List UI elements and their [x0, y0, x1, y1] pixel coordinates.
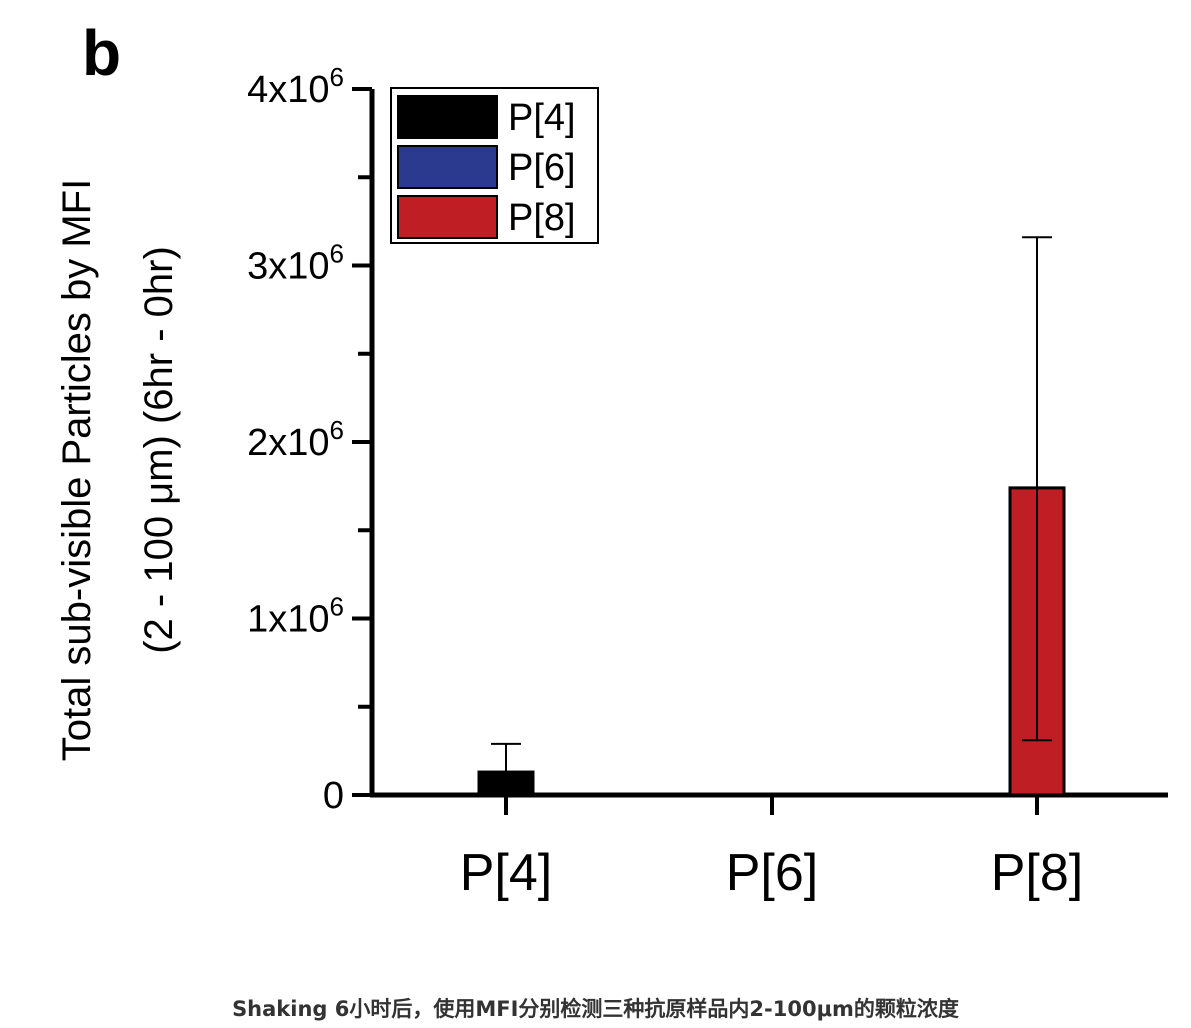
legend: P[4] P[6] P[8] — [390, 87, 599, 244]
y-tick-label: 0 — [323, 775, 344, 817]
panel-letter: b — [82, 17, 122, 89]
plot-area: 0 1x106 2x106 3x106 4x106 P[4] P[6] P[8] — [247, 62, 1168, 902]
legend-label: P[6] — [508, 147, 576, 189]
y-axis-title: Total sub-visible Particles by MFI (2 - … — [55, 179, 181, 761]
y-tick-label: 3x106 — [247, 239, 344, 288]
legend-label: P[4] — [508, 97, 576, 139]
y-axis-label-line1: Total sub-visible Particles by MFI — [55, 179, 99, 761]
x-tick-label: P[8] — [991, 844, 1084, 902]
legend-label: P[8] — [508, 197, 576, 239]
y-axis-label-line2: (2 - 100 μm) (6hr - 0hr) — [137, 246, 181, 654]
x-tick-label: P[6] — [726, 844, 819, 902]
figure-caption: Shaking 6小时后，使用MFI分别检测三种抗原样品内2-100μm的颗粒浓… — [232, 997, 959, 1021]
x-tick-label: P[4] — [460, 844, 553, 902]
legend-swatch — [397, 195, 498, 239]
bar-P4 — [477, 770, 535, 797]
bar-chart: Total sub-visible Particles by MFI (2 - … — [55, 62, 1168, 902]
y-tick-label: 2x106 — [247, 415, 344, 464]
legend-swatch — [397, 95, 498, 139]
y-tick-label: 1x106 — [247, 592, 344, 641]
y-tick-label: 4x106 — [247, 62, 344, 111]
legend-swatch — [397, 145, 498, 189]
